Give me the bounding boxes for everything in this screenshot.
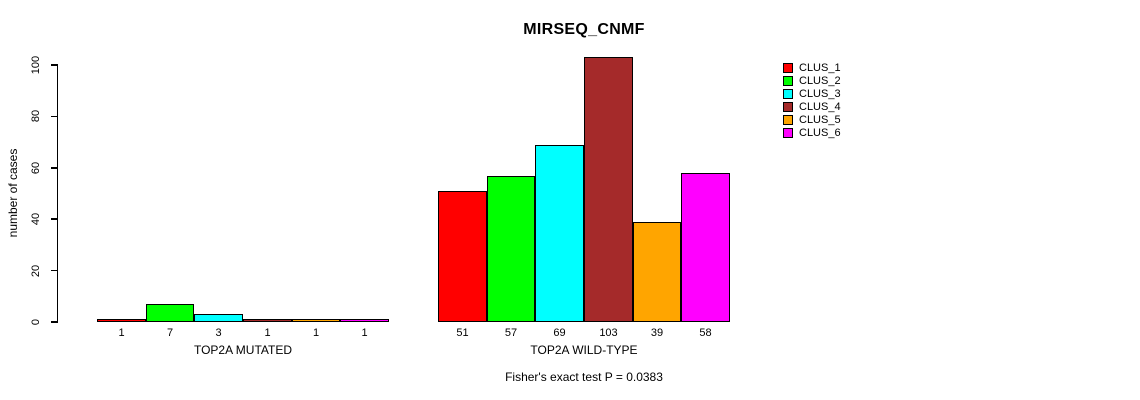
bar <box>535 145 584 322</box>
bar-value-label: 51 <box>456 327 469 339</box>
legend-swatch <box>783 102 793 112</box>
x-group-label: TOP2A MUTATED <box>193 343 292 357</box>
annotation-text: Fisher's exact test P = 0.0383 <box>505 370 663 384</box>
bar <box>243 319 292 322</box>
y-tick-mark <box>50 269 57 272</box>
chart-title: MIRSEQ_CNMF <box>523 21 645 38</box>
legend-label: CLUS_2 <box>799 75 841 87</box>
y-axis-label: number of cases <box>6 148 20 238</box>
bar-value-label: 103 <box>599 327 618 339</box>
bar-value-label: 1 <box>312 327 320 339</box>
bar <box>681 173 730 322</box>
bar-value-label: 7 <box>166 327 174 339</box>
y-axis-line <box>56 64 58 323</box>
y-tick-mark <box>50 218 57 220</box>
legend-swatch <box>783 63 793 73</box>
bar-value-label: 39 <box>650 327 664 339</box>
y-tick-label: 100 <box>30 55 42 75</box>
bar-value-label: 57 <box>504 327 518 339</box>
y-tick-mark <box>50 321 57 323</box>
bar <box>292 319 340 322</box>
bar-value-label: 1 <box>264 327 271 339</box>
y-tick-mark <box>50 115 57 118</box>
bar-value-label: 1 <box>361 327 368 339</box>
bar <box>438 191 487 322</box>
legend-swatch <box>783 128 793 138</box>
bar <box>487 176 535 322</box>
legend-label: CLUS_5 <box>799 114 841 126</box>
bar <box>97 319 146 322</box>
legend-label: CLUS_4 <box>799 101 841 113</box>
legend-label: CLUS_3 <box>799 88 841 100</box>
x-group-label: TOP2A WILD-TYPE <box>530 343 638 357</box>
legend-swatch <box>783 76 793 86</box>
bar-value-label: 1 <box>118 327 125 339</box>
bar <box>194 314 243 322</box>
legend-label: CLUS_1 <box>799 62 841 74</box>
bar <box>146 304 194 322</box>
bar <box>633 222 681 322</box>
bar-value-label: 3 <box>215 327 222 339</box>
bar-value-label: 58 <box>699 327 712 339</box>
bar-value-label: 69 <box>553 327 566 339</box>
bar <box>340 319 389 322</box>
legend-swatch <box>783 89 793 99</box>
legend-swatch <box>783 115 793 125</box>
legend-label: CLUS_6 <box>799 127 841 139</box>
bar <box>584 57 633 322</box>
y-tick-mark <box>50 64 57 66</box>
y-tick-mark <box>50 167 57 169</box>
